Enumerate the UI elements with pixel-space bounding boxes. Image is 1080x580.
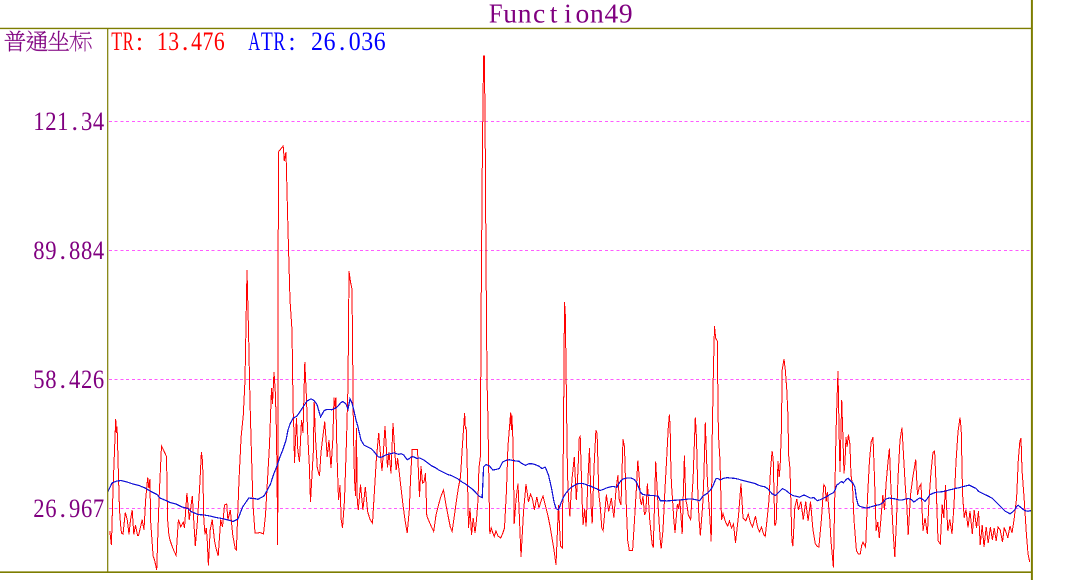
svg-text:7: 7 — [93, 494, 104, 523]
svg-text:.: . — [71, 107, 78, 136]
svg-text:n: n — [590, 0, 604, 29]
svg-text:8: 8 — [81, 236, 92, 265]
svg-text:9: 9 — [619, 0, 633, 29]
svg-text:9: 9 — [69, 494, 80, 523]
svg-text:.: . — [60, 236, 67, 265]
svg-text:c: c — [533, 0, 545, 29]
svg-text:5: 5 — [33, 365, 44, 394]
svg-text:.: . — [60, 494, 67, 523]
svg-text:4: 4 — [93, 236, 104, 265]
svg-text::: : — [288, 27, 295, 56]
svg-text:A: A — [248, 27, 260, 56]
svg-text:6: 6 — [81, 494, 92, 523]
svg-text:9: 9 — [45, 236, 56, 265]
svg-text:2: 2 — [33, 494, 44, 523]
svg-text:8: 8 — [69, 236, 80, 265]
svg-text:i: i — [564, 0, 572, 29]
svg-text:6: 6 — [93, 365, 104, 394]
svg-text:1: 1 — [157, 27, 168, 56]
svg-text:1: 1 — [33, 107, 44, 136]
svg-text:.: . — [339, 27, 346, 56]
svg-text:6: 6 — [324, 27, 336, 56]
svg-text:4: 4 — [93, 107, 104, 136]
svg-text::: : — [136, 27, 143, 56]
svg-text:2: 2 — [45, 107, 56, 136]
svg-text:4: 4 — [604, 0, 618, 29]
svg-text:6: 6 — [45, 494, 56, 523]
svg-text:8: 8 — [45, 365, 56, 394]
svg-text:0: 0 — [349, 27, 361, 56]
svg-text:o: o — [576, 0, 590, 29]
svg-text:6: 6 — [214, 27, 225, 56]
svg-text:T: T — [261, 27, 273, 56]
svg-text:F: F — [489, 0, 503, 29]
svg-text:n: n — [518, 0, 532, 29]
svg-text:u: u — [503, 0, 517, 29]
svg-text:2: 2 — [81, 365, 92, 394]
svg-text:6: 6 — [374, 27, 386, 56]
svg-text:t: t — [550, 0, 558, 29]
svg-text:T: T — [111, 27, 122, 56]
svg-text:7: 7 — [202, 27, 213, 56]
svg-text:4: 4 — [191, 27, 202, 56]
svg-text:1: 1 — [57, 107, 68, 136]
svg-text:.: . — [60, 365, 67, 394]
svg-text:2: 2 — [311, 27, 323, 56]
svg-text:3: 3 — [361, 27, 373, 56]
svg-text:3: 3 — [81, 107, 92, 136]
svg-text:R: R — [123, 27, 134, 56]
svg-text:4: 4 — [69, 365, 80, 394]
svg-text:3: 3 — [168, 27, 179, 56]
svg-text:.: . — [182, 27, 189, 56]
svg-text:8: 8 — [33, 236, 44, 265]
svg-text:R: R — [273, 27, 285, 56]
